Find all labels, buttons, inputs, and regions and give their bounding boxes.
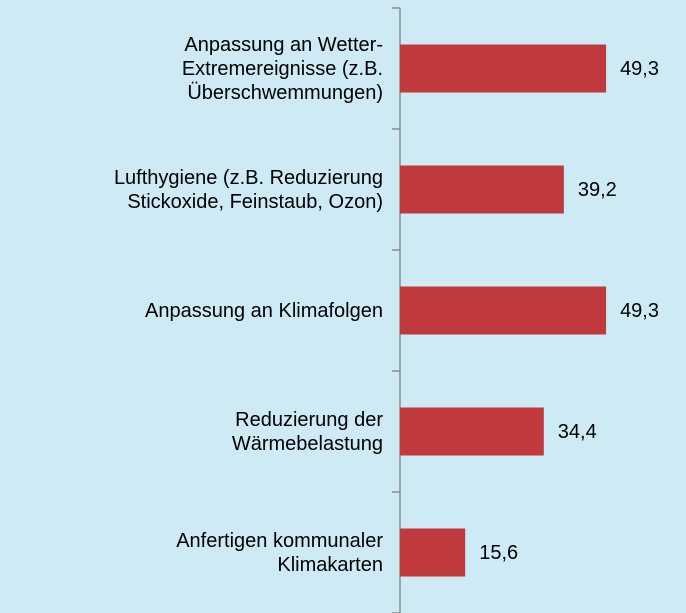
category-label: Lufthygiene (z.B. Reduzierung Stickoxide…: [113, 166, 383, 213]
value-label: 34,4: [557, 420, 597, 443]
bar: [400, 44, 607, 93]
value-label: 49,3: [620, 57, 659, 80]
bar: [400, 407, 544, 456]
category-label: Anpassung an Klimafolgen: [145, 299, 383, 322]
bar: [400, 165, 564, 214]
category-label: Anfertigen kommunaler Klimakarten: [176, 529, 383, 576]
value-label: 49,3: [620, 299, 659, 322]
category-label: Reduzierung der Wärmebelastung: [231, 408, 383, 455]
value-label: 39,2: [577, 178, 617, 201]
bar: [400, 286, 607, 335]
bar: [400, 528, 466, 577]
category-label: Anpassung an Wetter- Extremereignisse (z…: [181, 33, 383, 104]
value-label: 15,6: [479, 541, 519, 564]
